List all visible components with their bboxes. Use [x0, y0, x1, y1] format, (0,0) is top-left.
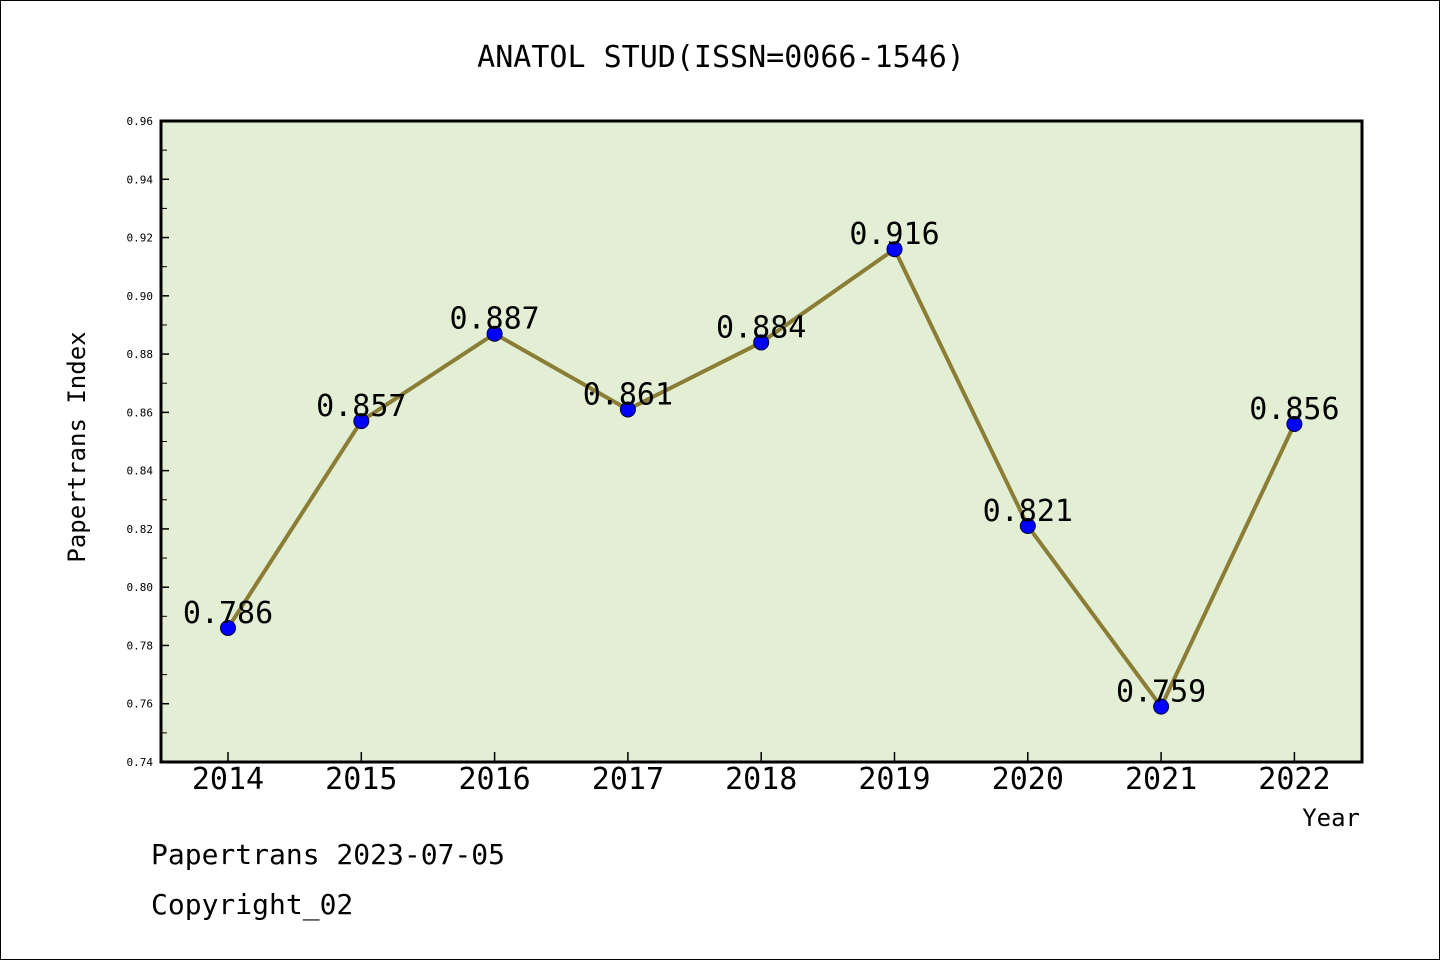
x-tick-label: 2019: [858, 762, 930, 797]
data-point-marker: [886, 241, 903, 258]
x-tick-label: 2022: [1258, 762, 1330, 797]
footer-date: Papertrans 2023-07-05: [151, 838, 505, 871]
x-tick-label: 2015: [325, 762, 397, 797]
data-label: 0.821: [983, 494, 1073, 529]
data-point-marker: [220, 619, 236, 636]
data-point-marker: [1019, 517, 1036, 534]
y-axis-ticks: 0.74 0.76 0.78 0.80 0.82 0.84 0.86 0.88 0.90 0.92…: [127, 115, 169, 769]
y-tick-label: 0.96: [127, 115, 154, 128]
data-label: 0.857: [316, 389, 406, 424]
data-point-marker: [1153, 698, 1170, 715]
y-tick-label: 0.74: [127, 756, 154, 769]
y-axis-label: Papertrans Index: [63, 331, 91, 562]
data-point-marker: [1286, 416, 1303, 433]
chart-title: ANATOL STUD(ISSN=0066-1546): [477, 40, 965, 75]
y-tick-label: 0.90: [127, 290, 154, 303]
x-tick-label: 2021: [1125, 762, 1197, 797]
plot-area: [161, 121, 1362, 762]
x-tick-label: 2018: [725, 762, 797, 797]
data-label: 0.856: [1249, 392, 1339, 427]
data-label: 0.887: [449, 302, 539, 337]
data-label: 0.916: [849, 217, 939, 252]
y-tick-label: 0.76: [127, 698, 154, 711]
series-papertrans-index: [220, 241, 1303, 715]
x-axis-ticks: 2014 2015 2016 2017 2018 2019 2020 2021 2022: [192, 752, 1331, 797]
x-tick-label: 2020: [992, 762, 1064, 797]
y-tick-label: 0.84: [127, 465, 154, 478]
x-tick-label: 2017: [592, 762, 664, 797]
y-tick-label: 0.92: [127, 232, 154, 245]
y-tick-label: 0.94: [127, 173, 154, 186]
y-tick-label: 0.80: [127, 581, 154, 594]
data-label: 0.759: [1116, 675, 1206, 710]
data-label: 0.884: [716, 310, 806, 345]
plot-border: [159, 119, 1364, 764]
data-point-marker: [486, 325, 503, 342]
y-tick-label: 0.86: [127, 406, 154, 419]
data-labels: 0.786 0.857 0.887 0.861 0.884 0.916 0.821 0.759…: [183, 217, 1340, 709]
data-label: 0.786: [183, 596, 273, 631]
y-tick-label: 0.78: [127, 639, 154, 652]
x-tick-label: 2016: [458, 762, 530, 797]
y-tick-label: 0.88: [127, 348, 154, 361]
data-label: 0.861: [583, 377, 673, 412]
x-axis-label: Year: [1302, 804, 1360, 832]
footer-copyright: Copyright_02: [151, 888, 353, 922]
data-point-marker: [353, 413, 370, 430]
data-point-marker: [619, 401, 636, 418]
y-tick-label: 0.82: [127, 523, 154, 536]
x-tick-label: 2014: [192, 762, 264, 797]
data-point-marker: [753, 334, 770, 351]
